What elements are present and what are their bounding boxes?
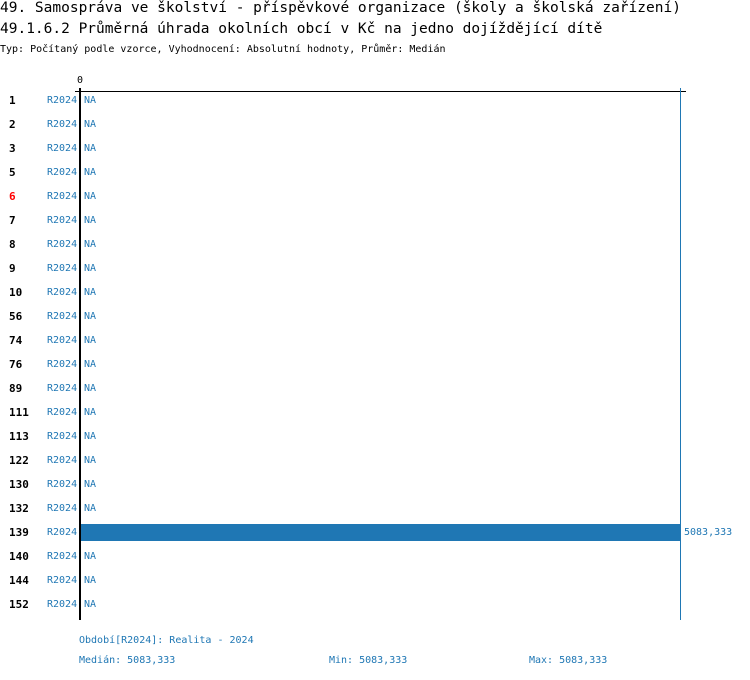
value-label: NA [84, 215, 97, 226]
value-label: NA [84, 311, 97, 322]
value-label: 5083,333 [684, 527, 733, 538]
value-label: NA [84, 239, 97, 250]
category-label: 152 [9, 598, 29, 611]
value-label: NA [84, 551, 97, 562]
series-label: R2024 [47, 599, 78, 610]
series-label: R2024 [47, 431, 78, 442]
category-label: 56 [9, 310, 23, 323]
series-label: R2024 [47, 143, 78, 154]
bar [81, 524, 680, 541]
value-label: NA [84, 191, 97, 202]
value-label: NA [84, 479, 97, 490]
category-label: 89 [9, 382, 23, 395]
value-label: NA [84, 335, 97, 346]
x-tick-0: 0 [77, 75, 84, 86]
value-label: NA [84, 143, 97, 154]
value-label: NA [84, 599, 97, 610]
chart-meta: Typ: Počítaný podle vzorce, Vyhodnocení:… [0, 44, 446, 55]
stat-max: Max: 5083,333 [529, 655, 608, 666]
series-label: R2024 [47, 359, 78, 370]
series-label: R2024 [47, 215, 78, 226]
series-label: R2024 [47, 119, 78, 130]
y-axis [79, 88, 81, 620]
category-label: 139 [9, 526, 29, 539]
value-label: NA [84, 503, 97, 514]
value-label: NA [84, 263, 97, 274]
series-label: R2024 [47, 239, 78, 250]
x-axis [75, 91, 686, 92]
series-label: R2024 [47, 383, 78, 394]
stat-median: Medián: 5083,333 [79, 655, 176, 666]
category-label: 7 [9, 214, 16, 227]
series-label: R2024 [47, 479, 78, 490]
category-label: 10 [9, 286, 23, 299]
chart-title: 49.1.6.2 Průměrná úhrada okolních obcí v… [0, 21, 603, 37]
category-label: 1 [9, 94, 16, 107]
value-label: NA [84, 287, 97, 298]
series-label: R2024 [47, 527, 78, 538]
series-label: R2024 [47, 191, 78, 202]
category-label: 74 [9, 334, 23, 347]
category-label: 6 [9, 190, 16, 203]
series-label: R2024 [47, 575, 78, 586]
series-label: R2024 [47, 167, 78, 178]
category-label: 3 [9, 142, 16, 155]
series-label: R2024 [47, 263, 78, 274]
reference-line [680, 88, 681, 620]
category-label: 8 [9, 238, 16, 251]
stat-min: Min: 5083,333 [329, 655, 408, 666]
value-label: NA [84, 431, 97, 442]
series-label: R2024 [47, 455, 78, 466]
category-label: 5 [9, 166, 16, 179]
value-label: NA [84, 455, 97, 466]
category-label: 122 [9, 454, 29, 467]
category-label: 140 [9, 550, 29, 563]
value-label: NA [84, 119, 97, 130]
legend-period: Období[R2024]: Realita - 2024 [79, 635, 254, 646]
value-label: NA [84, 575, 97, 586]
category-label: 130 [9, 478, 29, 491]
value-label: NA [84, 359, 97, 370]
series-label: R2024 [47, 287, 78, 298]
series-label: R2024 [47, 335, 78, 346]
series-label: R2024 [47, 311, 78, 322]
series-label: R2024 [47, 95, 78, 106]
series-label: R2024 [47, 407, 78, 418]
value-label: NA [84, 407, 97, 418]
category-label: 9 [9, 262, 16, 275]
category-label: 132 [9, 502, 29, 515]
page-title: 49. Samospráva ve školství - příspěvkové… [0, 0, 681, 16]
category-label: 2 [9, 118, 16, 131]
category-label: 76 [9, 358, 23, 371]
category-label: 113 [9, 430, 29, 443]
value-label: NA [84, 95, 97, 106]
category-label: 144 [9, 574, 29, 587]
value-label: NA [84, 167, 97, 178]
series-label: R2024 [47, 503, 78, 514]
category-label: 111 [9, 406, 29, 419]
value-label: NA [84, 383, 97, 394]
series-label: R2024 [47, 551, 78, 562]
